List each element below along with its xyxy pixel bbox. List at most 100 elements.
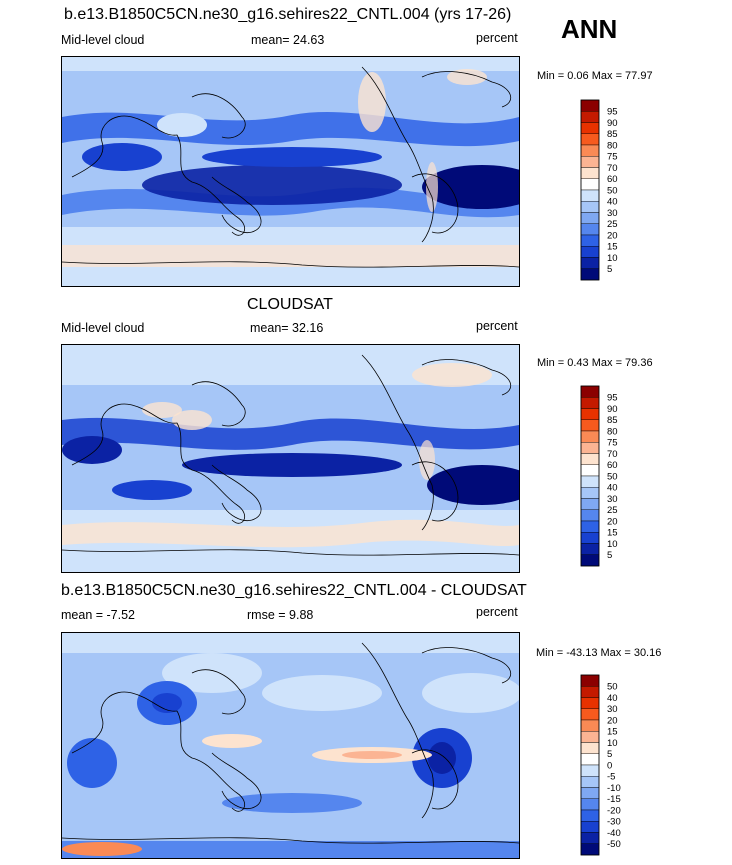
panel-2-colorbar-swatch xyxy=(580,554,600,567)
panel-2-minmax-label: Min = 0.43 Max = 79.36 xyxy=(537,357,653,369)
panel-1-variable-label: Mid-level cloud xyxy=(61,33,145,47)
panel-3-colorbar-label: 40 xyxy=(607,693,618,704)
panel-1-colorbar-label: 15 xyxy=(607,242,618,253)
panel-2-colorbar-label: 60 xyxy=(607,460,618,471)
panel-1-colorbar-label: 5 xyxy=(607,264,612,275)
panel-3-colorbar-label: -10 xyxy=(607,783,621,794)
panel-1-title: b.e13.B1850C5CN.ne30_g16.sehires22_CNTL.… xyxy=(64,6,512,23)
panel-3-colorbar-swatch xyxy=(580,674,600,687)
panel-3-mean-label: mean = -7.52 xyxy=(61,608,136,622)
panel-1-colorbar-label: 20 xyxy=(607,230,618,241)
panel-2-units-label: percent xyxy=(476,319,518,333)
panel-1-colorbar-swatch xyxy=(580,178,600,191)
panel-3-colorbar-swatch xyxy=(580,742,600,754)
panel-3-colorbar-svg: 50 40 30 20 15 10 5 0 -5 -10 -15 -20 -30… xyxy=(580,674,621,856)
panel-1-colorbar-label: 40 xyxy=(607,197,618,208)
panel-1-colorbar-label: 85 xyxy=(607,129,618,140)
panel-2-colorbar-swatch xyxy=(580,430,600,443)
panel-1-colorbar-label: 90 xyxy=(607,118,618,129)
panel-2-colorbar-label: 80 xyxy=(607,426,618,437)
season-label: ANN xyxy=(561,14,618,44)
panel-2-colorbar-swatch xyxy=(580,453,600,465)
panel-1-units-label: percent xyxy=(476,31,518,45)
panel-3-colorbar-label: 5 xyxy=(607,749,612,760)
panel-1-colorbar-label: 95 xyxy=(607,107,618,118)
panel-3-colorbar-swatch xyxy=(580,832,600,844)
panel-2-colorbar-swatch xyxy=(580,464,600,477)
panel-3-colorbar-swatch xyxy=(580,753,600,766)
panel-3-colorbar-label: 50 xyxy=(607,682,618,693)
panel-2-variable-label: Mid-level cloud xyxy=(61,321,145,335)
panel-3-units-label: percent xyxy=(476,605,518,619)
panel-2-colorbar-swatch xyxy=(580,543,600,555)
panel-3-colorbar-label: 15 xyxy=(607,727,618,738)
panel-3-colorbar-label: -5 xyxy=(607,772,615,783)
panel-2-colorbar-label: 10 xyxy=(607,539,618,550)
panel-3-colorbar-swatch xyxy=(580,798,600,811)
panel-1-colorbar-label: 60 xyxy=(607,174,618,185)
panel-2-colorbar-swatch xyxy=(580,532,600,544)
panel-3-colorbar-label: -15 xyxy=(607,794,621,805)
panel-1-colorbar-swatch xyxy=(580,257,600,269)
panel-3-colorbar-swatch xyxy=(580,809,600,822)
panel-2-colorbar-label: 25 xyxy=(607,505,618,516)
panel-2-colorbar-swatch xyxy=(580,509,600,522)
panel-1-mean-label: mean= 24.63 xyxy=(251,33,325,47)
panel-2-colorbar-swatch xyxy=(580,442,600,454)
panel-2-colorbar-label: 30 xyxy=(607,494,618,505)
panel-2-colorbar-label: 50 xyxy=(607,471,618,482)
panel-1-colorbar-swatch xyxy=(580,268,600,281)
panel-2-colorbar-swatch xyxy=(580,419,600,432)
panel-3-colorbar-swatch xyxy=(580,686,600,698)
panel-2-colorbar-label: 15 xyxy=(607,528,618,539)
panel-2-colorbar-label: 85 xyxy=(607,415,618,426)
panel-1-colorbar-swatch xyxy=(580,201,600,213)
panel-2-map xyxy=(61,344,520,573)
panel-3-colorbar-label: -40 xyxy=(607,828,621,839)
panel-3-title: b.e13.B1850C5CN.ne30_g16.sehires22_CNTL.… xyxy=(61,582,527,599)
panel-1-colorbar-swatch xyxy=(580,156,600,168)
panel-2-colorbar-label: 95 xyxy=(607,393,618,404)
panel-2-colorbar-swatch xyxy=(580,498,600,510)
panel-1-colorbar-label: 70 xyxy=(607,163,618,174)
panel-2-colorbar-svg: 95 90 85 80 75 70 60 50 40 30 25 20 15 1… xyxy=(580,385,618,567)
panel-2-colorbar-label: 90 xyxy=(607,404,618,415)
panel-3-colorbar-swatch xyxy=(580,821,600,833)
panel-1-colorbar-label: 30 xyxy=(607,208,618,219)
panel-3-colorbar-label: -50 xyxy=(607,839,621,850)
panel-2-colorbar-swatch xyxy=(580,408,600,420)
panel-2-colorbar-label: 20 xyxy=(607,516,618,527)
panel-1-colorbar-swatch xyxy=(580,223,600,236)
panel-2-title: CLOUDSAT xyxy=(247,296,333,313)
panel-2-colorbar-swatch xyxy=(580,520,600,533)
panel-3-colorbar-label: 20 xyxy=(607,715,618,726)
panel-1-colorbar-label: 25 xyxy=(607,219,618,230)
panel-1-colorbar-label: 75 xyxy=(607,152,618,163)
panel-1-colorbar-svg: 95 90 85 80 75 70 60 50 40 30 25 20 15 1… xyxy=(580,99,618,281)
panel-1-colorbar-swatch xyxy=(580,122,600,134)
panel-3-colorbar-label: 0 xyxy=(607,760,612,771)
panel-1-colorbar-swatch xyxy=(580,234,600,247)
panel-2-colorbar-label: 5 xyxy=(607,550,612,561)
panel-1-colorbar-label: 10 xyxy=(607,253,618,264)
panel-2-colorbar-swatch xyxy=(580,475,600,488)
panel-1-colorbar-swatch xyxy=(580,144,600,157)
panel-1-colorbar-swatch xyxy=(580,212,600,224)
panel-2-colorbar-swatch xyxy=(580,385,600,398)
panel-1-colorbar-swatch xyxy=(580,99,600,112)
panel-3-colorbar-swatch xyxy=(580,764,600,777)
panel-3-colorbar-label: -30 xyxy=(607,817,621,828)
panel-3-colorbar-swatch xyxy=(580,776,600,788)
panel-3-colorbar-swatch xyxy=(580,719,600,732)
panel-1-minmax-label: Min = 0.06 Max = 77.97 xyxy=(537,70,653,82)
panel-3-colorbar-swatch xyxy=(580,843,600,856)
panel-3-colorbar-swatch xyxy=(580,731,600,743)
panel-2-colorbar-swatch xyxy=(580,397,600,409)
panel-3-colorbar-label: 30 xyxy=(607,704,618,715)
panel-3-minmax-label: Min = -43.13 Max = 30.16 xyxy=(536,647,662,659)
panel-1-colorbar-swatch xyxy=(580,133,600,146)
panel-2-colorbar-label: 75 xyxy=(607,438,618,449)
panel-1-map xyxy=(61,56,520,287)
panel-2-mean-label: mean= 32.16 xyxy=(250,321,324,335)
panel-3-colorbar-swatch xyxy=(580,787,600,799)
